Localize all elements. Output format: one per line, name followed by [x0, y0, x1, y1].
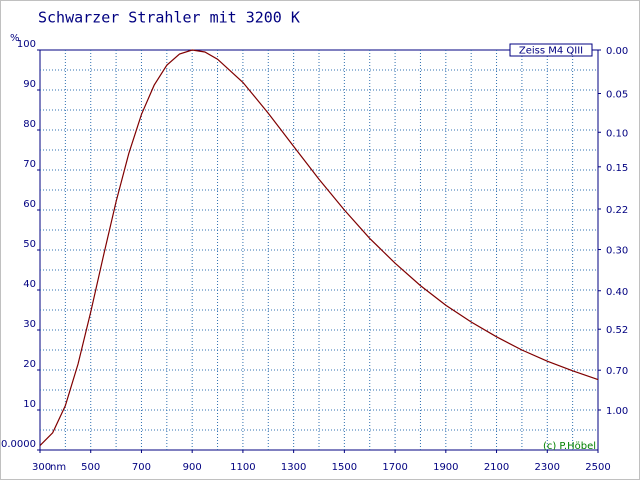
x-tick-label: 300 — [32, 462, 51, 473]
y-tick-label: 0.0000 — [1, 439, 36, 450]
y2-tick-label: 0.05 — [606, 89, 628, 100]
y-tick-label: 20 — [23, 359, 36, 370]
x-tick-label: 2100 — [484, 462, 509, 473]
credit: (c) P.Höbel — [543, 441, 596, 452]
legend-label: Zeiss M4 QIII — [519, 46, 583, 57]
y2-tick-label: 0.40 — [606, 287, 628, 298]
x-tick-label: 2500 — [585, 462, 610, 473]
x-tick-label: 1700 — [382, 462, 407, 473]
x-tick-label: 1300 — [281, 462, 306, 473]
x-tick-label: 2300 — [535, 462, 560, 473]
x-unit: nm — [50, 462, 66, 473]
x-tick-label: 500 — [81, 462, 100, 473]
y2-tick-label: 0.10 — [606, 128, 628, 139]
y-tick-label: 50 — [23, 239, 36, 250]
y-tick-label: 60 — [23, 199, 36, 210]
y2-tick-label: 0.00 — [606, 46, 628, 57]
x-tick-label: 1500 — [332, 462, 357, 473]
y-tick-label: 80 — [23, 119, 36, 130]
x-tick-label: 1100 — [230, 462, 255, 473]
y-tick-label: 10 — [23, 399, 36, 410]
y-tick-label: 70 — [23, 159, 36, 170]
x-tick-label: 900 — [183, 462, 202, 473]
series-line — [39, 49, 599, 447]
y-tick-label: 90 — [23, 79, 36, 90]
legend-box — [509, 43, 593, 57]
y2-tick-label: 0.52 — [606, 325, 628, 336]
y-tick-label: 30 — [23, 319, 36, 330]
y2-tick-label: 0.30 — [606, 246, 628, 257]
y-tick-label: 100 — [17, 39, 36, 50]
y2-tick-label: 0.70 — [606, 366, 628, 377]
y-unit: % — [10, 33, 20, 44]
y2-tick-label: 0.22 — [606, 205, 628, 216]
y-tick-label: 40 — [23, 279, 36, 290]
x-tick-label: 1900 — [433, 462, 458, 473]
y2-tick-label: 0.15 — [606, 163, 628, 174]
chart-title: Schwarzer Strahler mit 3200 K — [38, 9, 300, 27]
y2-tick-label: 1.00 — [606, 406, 628, 417]
x-tick-label: 700 — [132, 462, 151, 473]
